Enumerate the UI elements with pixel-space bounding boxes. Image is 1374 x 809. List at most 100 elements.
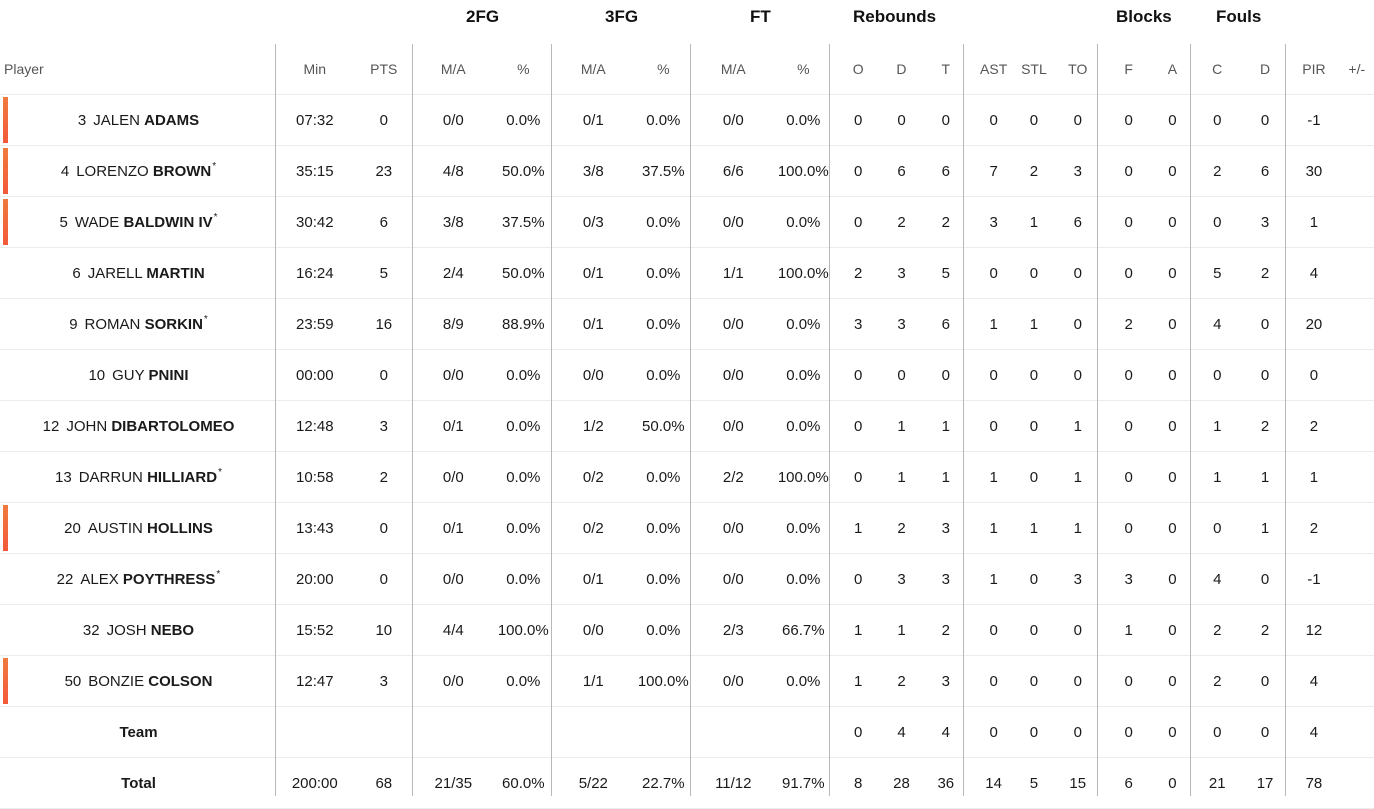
player-name-cell[interactable]: 32 JOSH NEBO <box>0 604 278 656</box>
stat-cell: 0/2 <box>555 502 632 554</box>
stat-cell: 1 <box>881 604 922 656</box>
stat-cell: 3 <box>1050 553 1105 605</box>
stat-cell: 2 <box>921 196 970 248</box>
stat-cell: 0.0% <box>771 298 836 350</box>
stat-cell: 2/3 <box>695 604 772 656</box>
stat-cell: 1 <box>1017 196 1051 248</box>
player-name-cell[interactable]: 5 WADE BALDWIN IV* <box>0 196 278 248</box>
stat-cell: 6 <box>881 145 922 197</box>
stat-cell: 0 <box>1241 655 1289 707</box>
stat-cell: 2 <box>352 451 416 503</box>
stat-cell: 0.0% <box>771 400 836 452</box>
stat-cell: 0.0% <box>631 553 696 605</box>
stat-cell: 1 <box>1192 451 1242 503</box>
player-name-cell[interactable]: 20 AUSTIN HOLLINS <box>0 502 278 554</box>
stat-cell: 0 <box>835 706 882 758</box>
stat-cell: 100.0% <box>491 604 556 656</box>
stat-cell: 0/0 <box>695 298 772 350</box>
stat-cell: 0 <box>1104 655 1153 707</box>
stat-cell <box>695 706 772 758</box>
player-number: 13 <box>55 468 72 486</box>
stat-cell: 0 <box>835 451 882 503</box>
stat-cell: 3/8 <box>555 145 632 197</box>
stat-cell: 5 <box>1192 247 1242 299</box>
stat-cell: 0 <box>1152 655 1193 707</box>
stat-cell: 3 <box>921 553 970 605</box>
stat-cell: 6 <box>1241 145 1289 197</box>
stat-cell <box>1339 247 1374 299</box>
stat-cell: 0 <box>1017 400 1051 452</box>
column-header: C <box>1212 61 1223 77</box>
stat-cell: 0 <box>1152 400 1193 452</box>
player-last-name: DIBARTOLOMEO <box>111 417 235 435</box>
stat-cell: 0.0% <box>631 604 696 656</box>
stat-cell: 2 <box>1104 298 1153 350</box>
player-name-cell[interactable]: 3 JALEN ADAMS <box>0 94 278 146</box>
player-name-cell[interactable]: 10 GUY PNINI <box>0 349 278 401</box>
stat-cell: 0/0 <box>695 400 772 452</box>
stat-cell: 37.5% <box>631 145 696 197</box>
stat-cell: 13:43 <box>277 502 353 554</box>
column-header: T <box>941 61 951 77</box>
player-name-cell[interactable]: 9 ROMAN SORKIN* <box>0 298 278 350</box>
stat-cell: 78 <box>1288 757 1340 809</box>
stat-cell: 4 <box>1288 706 1340 758</box>
player-name-cell[interactable]: 12 JOHN DIBARTOLOMEO <box>0 400 278 452</box>
box-score-table: Player Min PTS M/A% M/A% M/A% O D T AST STL TO F A C D P… <box>0 44 1374 809</box>
stat-cell: 0 <box>1104 349 1153 401</box>
stat-cell: 66.7% <box>771 604 836 656</box>
stat-cell: 12:48 <box>277 400 353 452</box>
table-row: 20 AUSTIN HOLLINS 13:43 0 0/1 0.0% 0/2 0.0% 0/0 0… <box>0 502 1374 554</box>
player-name-cell[interactable]: 6 JARELL MARTIN <box>0 247 278 299</box>
player-name-cell[interactable]: 22 ALEX POYTHRESS* <box>0 553 278 605</box>
stat-cell: 0 <box>835 94 882 146</box>
column-header: O <box>852 61 864 77</box>
stat-cell: 0 <box>1050 655 1105 707</box>
stat-cell: 0 <box>1241 349 1289 401</box>
stat-cell: 0.0% <box>631 247 696 299</box>
stat-cell: 2 <box>835 247 882 299</box>
stat-cell: 0 <box>1152 145 1193 197</box>
player-name-cell[interactable]: 50 BONZIE COLSON <box>0 655 278 707</box>
stat-cell: 0 <box>1192 94 1242 146</box>
stat-cell: 1/2 <box>555 400 632 452</box>
player-first-name: JOHN <box>66 417 108 435</box>
stat-cell: 0 <box>1017 247 1051 299</box>
player-number: 6 <box>72 264 81 282</box>
stat-cell: 0 <box>1017 604 1051 656</box>
stat-cell: 50.0% <box>491 247 556 299</box>
stat-cell: 20:00 <box>277 553 353 605</box>
column-divider <box>412 44 413 796</box>
stat-cell: -1 <box>1288 553 1340 605</box>
stat-cell: 2 <box>881 655 922 707</box>
column-header: D <box>1260 61 1271 77</box>
stat-cell: 0 <box>1152 502 1193 554</box>
stat-cell <box>1339 553 1374 605</box>
player-number: 9 <box>69 315 78 333</box>
player-name-cell[interactable]: 13 DARRUN HILLIARD* <box>0 451 278 503</box>
player-number: 3 <box>77 111 87 129</box>
stat-cell: 0 <box>835 553 882 605</box>
stat-cell: 0.0% <box>771 502 836 554</box>
player-name-cell[interactable]: 4 LORENZO BROWN* <box>0 145 278 197</box>
table-row: 22 ALEX POYTHRESS* 20:00 0 0/0 0.0% 0/1 0.0% 0/0… <box>0 553 1374 605</box>
column-header: % <box>657 61 670 77</box>
stat-cell: 0/0 <box>555 604 632 656</box>
stat-cell: 0 <box>921 349 970 401</box>
stat-cell <box>1339 604 1374 656</box>
stat-cell: 0.0% <box>491 655 556 707</box>
stat-cell <box>1339 349 1374 401</box>
stat-cell: 3 <box>835 298 882 350</box>
stat-cell: 0 <box>1017 349 1051 401</box>
stat-cell: 2 <box>1241 247 1289 299</box>
stat-cell: 100.0% <box>771 451 836 503</box>
stat-cell: 0 <box>1104 400 1153 452</box>
stat-cell: 0 <box>969 349 1018 401</box>
stat-cell: 0.0% <box>491 451 556 503</box>
row-accent-bar <box>3 658 8 704</box>
stat-cell: 6 <box>352 196 416 248</box>
stat-cell: 0/0 <box>415 655 492 707</box>
stat-cell: 20 <box>1288 298 1340 350</box>
player-number: 4 <box>60 162 70 180</box>
stat-cell: 5/22 <box>555 757 632 809</box>
